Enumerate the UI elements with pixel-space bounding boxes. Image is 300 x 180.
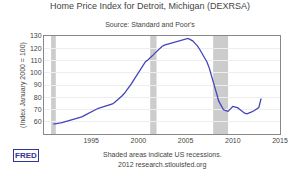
svg-text:2015: 2015	[272, 137, 288, 144]
svg-text:(Index January 2000 = 100): (Index January 2000 = 100)	[19, 42, 27, 128]
svg-text:2010: 2010	[225, 137, 241, 144]
svg-text:120: 120	[30, 45, 42, 52]
svg-text:110: 110	[30, 57, 41, 64]
svg-text:Shaded areas indicate US reces: Shaded areas indicate US recessions.	[103, 151, 222, 158]
svg-text:60: 60	[34, 118, 42, 125]
svg-text:Source: Standard and Poor's: Source: Standard and Poor's	[105, 21, 195, 28]
svg-text:2000: 2000	[131, 137, 147, 144]
svg-text:100: 100	[30, 69, 42, 76]
svg-text:2012 research.stlouisfed.org: 2012 research.stlouisfed.org	[118, 161, 206, 169]
svg-text:90: 90	[34, 81, 42, 88]
svg-text:1995: 1995	[83, 137, 99, 144]
svg-text:70: 70	[34, 106, 42, 113]
svg-text:130: 130	[30, 32, 42, 39]
svg-text:Home Price Index for Detroit,: Home Price Index for Detroit, Michigan (…	[50, 1, 250, 11]
svg-text:80: 80	[34, 94, 42, 101]
svg-text:2005: 2005	[178, 137, 194, 144]
svg-text:FRED: FRED	[15, 151, 37, 160]
